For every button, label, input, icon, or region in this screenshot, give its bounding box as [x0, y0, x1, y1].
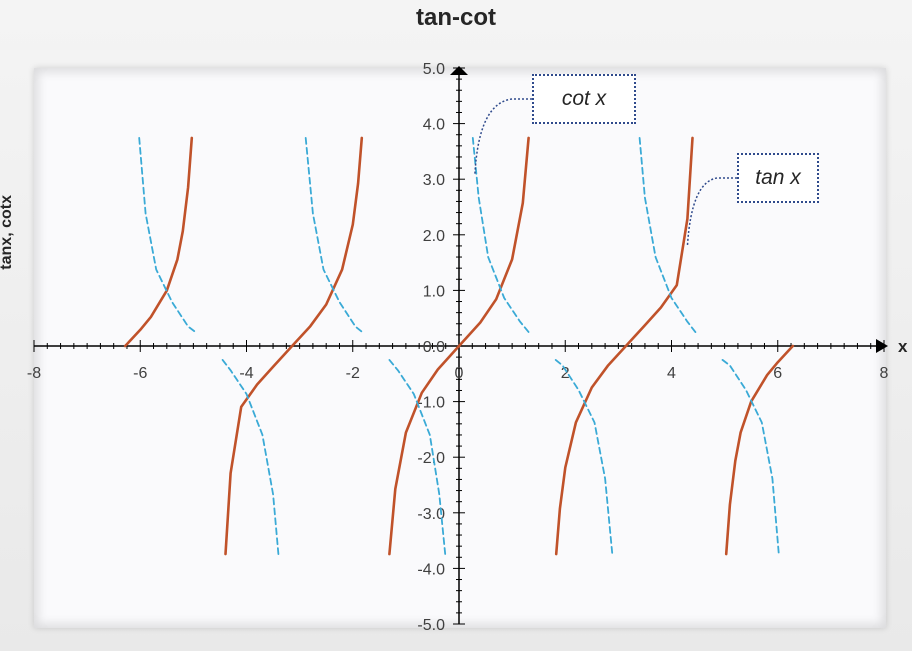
cot-x-curve-segment: [471, 137, 530, 333]
chart-title: tan-cot: [416, 4, 496, 31]
y-tick-label: 1.0: [423, 283, 445, 300]
x-tick-label: 0: [455, 365, 464, 382]
y-axis-arrow: [450, 66, 468, 75]
cot-x-curve-segment: [554, 359, 614, 555]
y-tick-label: -3.0: [417, 506, 445, 523]
x-tick-label: 2: [561, 365, 570, 382]
x-axis-arrow: [876, 339, 888, 353]
tan-x-curve-segment: [123, 136, 194, 348]
cot-x-curve-segment: [638, 137, 697, 333]
y-tick-label: 2.0: [423, 228, 445, 245]
callout-leader-line: [686, 177, 737, 246]
x-tick-label: 4: [667, 365, 676, 382]
tan-x-curve-segment: [224, 136, 364, 556]
tan-x-curve-segment: [388, 136, 530, 556]
x-tick-label: 6: [773, 365, 782, 382]
tan-x-curve-segment: [554, 136, 694, 556]
y-tick-label: 4.0: [423, 117, 445, 134]
x-tick-label: -4: [239, 365, 253, 382]
callout-leader-line: [474, 98, 532, 174]
y-tick-label: 0.0: [423, 339, 445, 356]
cot-x-curve-segment: [304, 137, 364, 333]
y-tick-label: -5.0: [417, 617, 445, 634]
x-tick-label: 8: [880, 365, 889, 382]
x-tick-label: -2: [346, 365, 360, 382]
tan-x-curve-segment: [724, 344, 795, 556]
y-tick-label: -1.0: [417, 395, 445, 412]
y-tick-label: 5.0: [423, 61, 445, 78]
x-tick-label: -6: [133, 365, 147, 382]
y-tick-label: -2.0: [417, 450, 445, 467]
cot-x-curve-segment: [221, 359, 280, 555]
cot-x-curve-segment: [388, 359, 447, 555]
x-axis-title: x: [898, 337, 908, 356]
y-tick-label: 3.0: [423, 172, 445, 189]
y-tick-label: -4.0: [417, 561, 445, 578]
cot-x-curve-segment: [721, 359, 780, 555]
tan-x-callout: tan x: [737, 153, 819, 203]
cot-x-callout: cot x: [532, 74, 636, 124]
cot-x-curve-segment: [138, 137, 197, 333]
x-tick-label: -8: [27, 365, 41, 382]
